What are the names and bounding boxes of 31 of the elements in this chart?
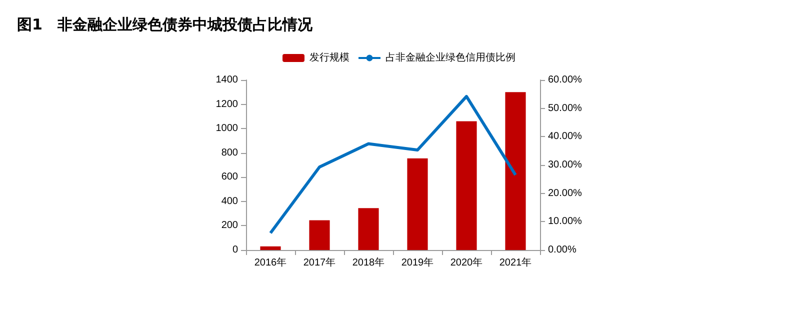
x-tick-label: 2019年 (401, 256, 434, 268)
y2-tick-label: 0.00% (548, 244, 576, 256)
y-tick-label: 400 (221, 196, 238, 207)
y2-tick-label: 30.00% (548, 160, 582, 170)
y2-tick-label: 40.00% (548, 131, 582, 142)
bar (358, 208, 379, 250)
y2-tick-label: 20.00% (548, 188, 582, 199)
bar (456, 121, 477, 250)
x-tick-label: 2016年 (254, 256, 287, 268)
x-tick-label: 2021年 (499, 256, 532, 268)
y-tick-label: 200 (221, 220, 238, 232)
y-tick-label: 1000 (216, 123, 238, 134)
chart-title: 图1 非金融企业绿色债券中城投债占比情况 (17, 16, 314, 34)
y2-tick-label: 10.00% (548, 216, 582, 228)
legend-label: 占非金融企业绿色信用债比例 (386, 52, 516, 64)
y2-tick-label: 60.00% (548, 74, 582, 86)
x-tick-label: 2017年 (303, 256, 336, 268)
bar (505, 92, 526, 250)
y2-tick-label: 50.00% (548, 102, 582, 114)
bar (260, 246, 281, 250)
x-tick-label: 2020年 (450, 256, 483, 268)
y-tick-label: 800 (221, 147, 238, 158)
bar (407, 158, 428, 250)
y-tick-label: 1400 (216, 74, 238, 86)
y-tick-label: 600 (221, 172, 238, 183)
x-tick-label: 2018年 (352, 256, 385, 268)
y-tick-label: 1200 (216, 98, 238, 110)
bar (309, 220, 330, 250)
line-series (269, 94, 517, 234)
y-tick-label: 0 (232, 244, 238, 256)
legend-label: 发行规模 (310, 52, 350, 64)
